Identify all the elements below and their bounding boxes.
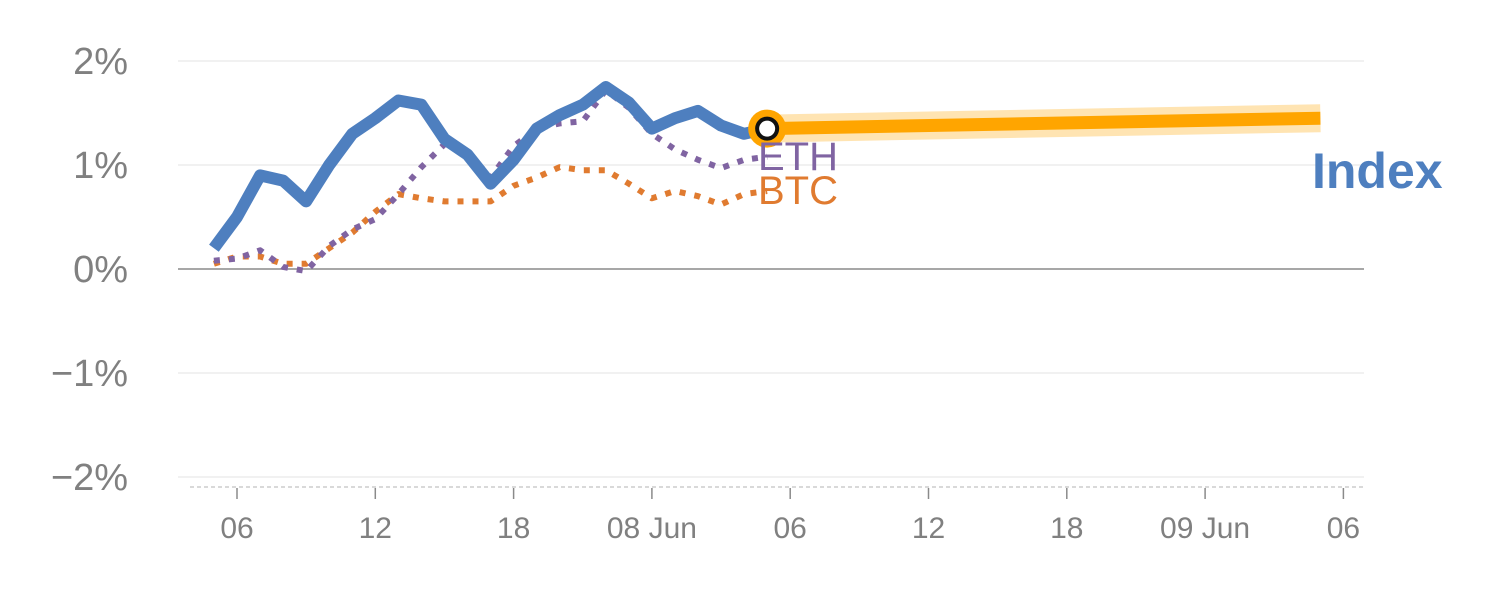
axes: 2% 1% 0% −1% −2% 06 12 18 08 Jun 06 12 18 09 Jun 06 — [51, 41, 1364, 545]
x-tick-label: 08 Jun — [607, 512, 697, 545]
x-tick-label: 12 — [912, 512, 945, 545]
x-tick-label: 12 — [359, 512, 392, 545]
index-series-line — [209, 81, 769, 252]
btc-series-line — [212, 164, 768, 267]
series-labels: ETH BTC Index — [758, 135, 1443, 213]
forecast-band — [766, 111, 1321, 136]
btc-label: BTC — [758, 169, 838, 213]
y-tick-label: 2% — [73, 41, 128, 83]
y-tick-label: 0% — [73, 249, 128, 291]
x-tick-label: 18 — [1050, 512, 1083, 545]
current-marker — [755, 116, 780, 141]
x-tick-label: 06 — [220, 512, 253, 545]
x-tick-label: 06 — [1327, 512, 1360, 545]
x-tick-label: 06 — [774, 512, 807, 545]
y-tick-label: −2% — [51, 457, 128, 499]
index-label: Index — [1312, 143, 1443, 199]
series-lines — [209, 81, 1321, 275]
y-tick-label: −1% — [51, 353, 128, 395]
y-tick-label: 1% — [73, 145, 128, 187]
x-tick-label: 09 Jun — [1160, 512, 1250, 545]
x-tick-label: 18 — [497, 512, 530, 545]
grid-lines — [178, 60, 1364, 478]
eth-label: ETH — [758, 135, 838, 179]
